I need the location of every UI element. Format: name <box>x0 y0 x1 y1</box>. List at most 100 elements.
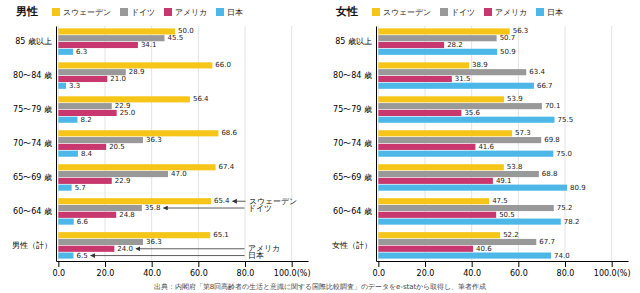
bar <box>58 49 73 55</box>
legend-item: アメリカ <box>164 8 207 17</box>
grid-line <box>518 26 519 261</box>
x-axis-line <box>377 261 629 262</box>
annotation-arrow <box>233 201 246 202</box>
annotation-arrow <box>136 248 245 249</box>
bar <box>58 198 211 204</box>
x-tick-label: 20.0 <box>97 269 115 278</box>
y-tick-label: 70〜74 歳 <box>333 139 372 148</box>
x-tick: 80.0 <box>237 261 255 278</box>
data-label: 28.9 <box>129 68 145 76</box>
y-axis: 85 歳以上80〜84 歳75〜79 歳70〜74 歳65〜69 歳60〜64 … <box>332 27 377 262</box>
bar <box>378 178 493 184</box>
y-tick-label: 85 歳以上 <box>335 37 372 46</box>
legend-swatch <box>372 8 380 16</box>
bar <box>58 253 73 259</box>
bar <box>378 35 496 41</box>
x-tick-label: 60.0 <box>510 269 528 278</box>
x-tick-label: 100.0(%) <box>274 269 311 278</box>
legend-label: ドイツ <box>131 8 155 17</box>
data-label: 68.6 <box>221 129 237 137</box>
y-tick-label: 75〜79 歳 <box>13 105 52 114</box>
data-label: 47.0 <box>171 170 187 178</box>
y-tick-label: 70〜74 歳 <box>13 139 52 148</box>
legend-swatch <box>536 8 544 16</box>
x-tick: 0.0 <box>372 261 385 278</box>
x-tick: 100.0(%) <box>274 261 311 278</box>
legend-item: ドイツ <box>440 8 475 17</box>
panel: 50.066.056.468.667.465.465.145.528.922.9… <box>12 5 311 278</box>
grid-line <box>245 26 246 261</box>
title: 男性 <box>15 5 38 18</box>
data-label: 53.9 <box>507 95 523 103</box>
x-tick-mark <box>425 261 426 267</box>
data-label: 74.0 <box>554 252 570 260</box>
bar <box>378 212 496 218</box>
annotation-arrow <box>163 208 244 209</box>
y-axis-line <box>56 27 57 262</box>
x-tick-label: 0.0 <box>372 269 385 278</box>
bar <box>378 246 473 252</box>
legend-label: 日本 <box>547 8 563 17</box>
bar <box>378 83 534 89</box>
data-label: 45.5 <box>168 34 184 42</box>
bar <box>378 219 560 225</box>
data-label: 50.5 <box>499 211 515 219</box>
data-label: 75.2 <box>557 204 573 212</box>
data-label: 65.1 <box>213 231 229 239</box>
bars <box>58 28 218 258</box>
data-label: 34.1 <box>141 41 157 49</box>
x-tick-mark <box>198 261 199 267</box>
legend-item: スウェーデン <box>52 8 111 17</box>
y-tick: 75〜79 歳 <box>333 105 376 114</box>
plot-area: 56.338.953.957.353.847.552.250.763.470.1… <box>332 26 631 278</box>
bar <box>378 253 551 259</box>
x-tick: 40.0 <box>143 261 161 278</box>
legend: スウェーデン ドイツアメリカ 日本 <box>52 8 243 17</box>
bar <box>378 96 504 102</box>
data-label: 47.5 <box>492 197 508 205</box>
grid-line <box>58 26 59 261</box>
data-label: 38.9 <box>472 61 488 69</box>
x-tick-mark <box>472 261 473 267</box>
data-label: 70.1 <box>545 102 561 110</box>
annotation-arrow <box>91 255 245 256</box>
x-tick-label: 80.0 <box>557 269 575 278</box>
data-label: 35.6 <box>464 109 480 117</box>
bar <box>378 137 541 143</box>
x-tick-mark <box>518 261 519 267</box>
data-label: 8.4 <box>81 150 93 158</box>
grid <box>58 26 291 261</box>
bars <box>378 28 567 258</box>
annotation: 日本 <box>248 251 264 260</box>
y-tick: 女性（計） <box>332 241 376 250</box>
grid-line <box>291 26 292 261</box>
legend-item: アメリカ <box>484 8 527 17</box>
bar <box>378 144 475 150</box>
bar <box>378 151 553 157</box>
data-label: 68.8 <box>542 170 558 178</box>
x-tick-label: 100.0(%) <box>594 269 631 278</box>
plot-area: 50.066.056.468.667.465.465.145.528.922.9… <box>12 26 311 278</box>
grid-line <box>611 26 612 261</box>
bar <box>58 219 73 225</box>
bar <box>378 171 539 177</box>
data-label: 69.8 <box>544 136 560 144</box>
y-tick-label: 65〜69 歳 <box>333 173 372 182</box>
y-tick: 70〜74 歳 <box>13 139 56 148</box>
y-tick-label: 男性（計） <box>12 241 52 250</box>
data-label: 3.3 <box>69 82 80 90</box>
bar <box>58 130 218 136</box>
x-tick-label: 60.0 <box>190 269 208 278</box>
bar <box>378 76 452 82</box>
data-label: 63.4 <box>529 68 545 76</box>
bar <box>378 110 461 116</box>
x-tick: 60.0 <box>190 261 208 278</box>
y-tick: 60〜64 歳 <box>333 207 376 216</box>
bar <box>378 49 497 55</box>
bar <box>378 62 469 68</box>
legend-label: 日本 <box>227 8 243 17</box>
x-tick-label: 80.0 <box>237 269 255 278</box>
y-axis: 85 歳以上80〜84 歳75〜79 歳70〜74 歳65〜69 歳60〜64 … <box>12 27 57 262</box>
legend-swatch <box>164 8 172 16</box>
x-tick: 60.0 <box>510 261 528 278</box>
